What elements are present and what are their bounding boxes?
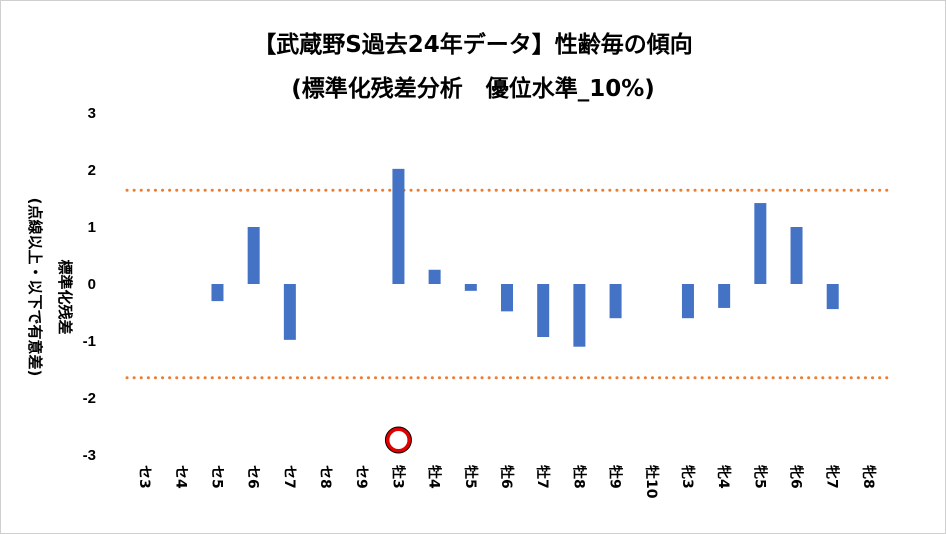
bar [247,227,260,284]
chart-subtitle: (標準化残差分析 優位水準_10%) [291,75,655,102]
y-axis-note-group: (点線以上・以下で有意差) [26,198,44,377]
bar [609,284,622,319]
x-tick-label-group: 牝4 [715,465,732,489]
x-tick-label-group: 牡10 [643,465,660,499]
y-tick-label: 3 [88,105,96,122]
x-tick-label-group: 牝3 [679,465,696,489]
x-tick-label: 牝6 [788,465,805,489]
bar [681,284,694,319]
y-axis-title: 標準化残差 [56,259,74,334]
x-tick-label: 牡10 [643,465,660,499]
x-tick-label: 牡9 [607,465,624,489]
x-tick-labels: セ3 セ4 セ5 セ6 セ7 セ8 セ9 牡3 牡4 牡5 牡6 牡7 牡8 牡9 牡10 牝3 牝4 牝5 牝6 牝… [136,465,877,499]
bar [392,168,405,284]
bar [464,284,477,291]
x-tick-label-group: 牡6 [498,465,515,489]
y-tick-label: 2 [88,162,96,179]
x-tick-label-group: 牝5 [751,465,768,489]
y-tick-label: 0 [88,276,96,293]
bar [790,227,803,284]
threshold-lines [125,188,889,380]
x-tick-label-group: 牡3 [389,465,406,489]
x-tick-label-group: セ6 [245,465,261,489]
x-tick-label-group: 牡4 [426,465,443,489]
bar [211,284,224,302]
highlight-circle-icon [385,427,412,453]
y-tick-label: 1 [88,219,96,236]
x-tick-label-group: セ4 [172,465,188,489]
x-tick-label: 牝4 [715,465,732,489]
x-tick-label: 牡3 [389,465,406,489]
x-tick-label: 牝8 [860,465,877,489]
x-tick-label: 牡6 [498,465,515,489]
y-tick-label: -1 [83,333,96,350]
y-tick-label: -3 [83,447,96,464]
y-axis-note: (点線以上・以下で有意差) [26,198,44,377]
x-tick-label: セ5 [208,465,224,489]
x-tick-label: 牝3 [679,465,696,489]
bar [573,284,586,347]
x-tick-label: 牡5 [462,465,479,489]
x-tick-label-group: セ5 [208,465,224,489]
x-tick-label-group: セ7 [281,465,297,489]
y-tick-label: -2 [83,390,96,407]
x-tick-label-group: 牡9 [607,465,624,489]
y-ticks: 3 2 1 0 -1 -2 -3 [83,105,96,464]
x-tick-label: 牝7 [824,465,841,489]
x-tick-label-group: セ8 [317,465,333,489]
x-tick-label: セ8 [317,465,333,489]
highlight-marker [384,426,412,454]
bar [501,284,513,312]
x-tick-label: セ9 [353,465,369,489]
highlight-circle-outline [384,426,412,454]
x-tick-label: 牡7 [534,465,551,489]
bar [754,203,767,284]
x-tick-label-group: 牡5 [462,465,479,489]
x-tick-label-group: 牡7 [534,465,551,489]
x-tick-label-group: 牝6 [788,465,805,489]
bar [826,284,839,310]
y-axis-title-group: 標準化残差 [56,259,74,334]
x-tick-label: 牡8 [570,465,587,489]
x-tick-label-group: 牝7 [824,465,841,489]
chart-title: 【武蔵野S過去24年データ】性齢毎の傾向 [253,31,693,58]
x-tick-label-group: セ3 [136,465,152,489]
x-tick-label: 牝5 [751,465,768,489]
x-tick-label-group: 牝8 [860,465,877,489]
x-tick-label: セ3 [136,465,152,489]
bar [428,269,441,284]
x-tick-label: セ6 [245,465,261,489]
bar [537,284,550,338]
x-tick-label: セ4 [172,465,188,489]
bars [211,168,839,347]
x-tick-label-group: 牡8 [570,465,587,489]
x-tick-label-group: セ9 [353,465,369,489]
bar [283,284,296,340]
bar [718,284,731,308]
x-tick-label: 牡4 [426,465,443,489]
x-tick-label: セ7 [281,465,297,489]
